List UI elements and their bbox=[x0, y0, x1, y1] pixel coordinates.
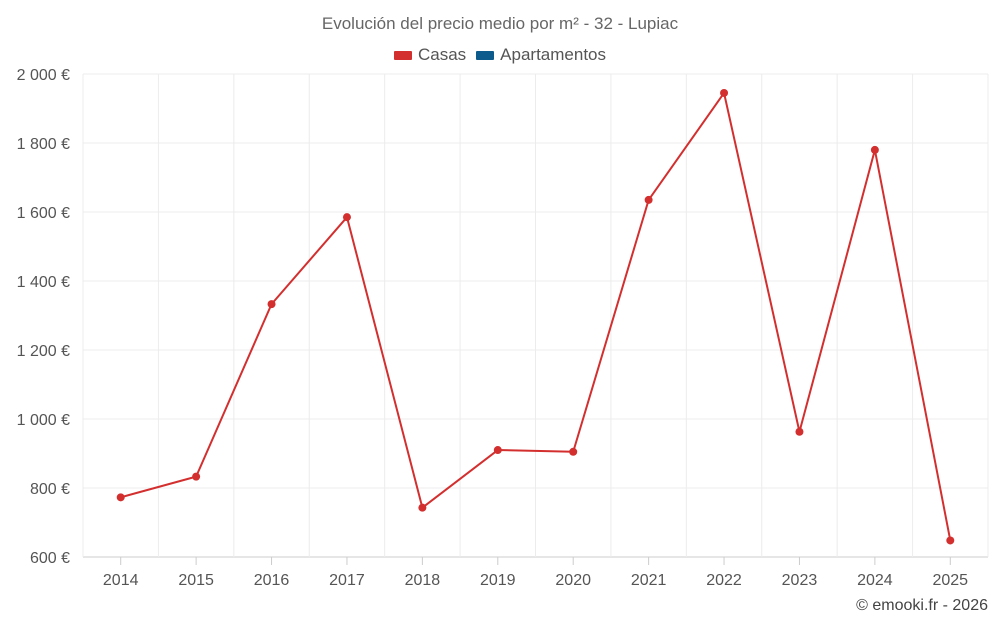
data-point bbox=[795, 427, 804, 436]
x-tick-label: 2019 bbox=[480, 572, 516, 589]
data-point bbox=[267, 300, 276, 309]
data-point bbox=[192, 472, 201, 481]
x-tick-label: 2020 bbox=[555, 572, 591, 589]
chart-legend: Casas Apartamentos bbox=[0, 45, 1000, 65]
data-point bbox=[569, 447, 578, 456]
chart-series bbox=[116, 88, 955, 545]
x-tick-label: 2025 bbox=[932, 572, 968, 589]
data-point bbox=[644, 195, 653, 204]
series-line-casas bbox=[120, 91, 952, 541]
legend-label-apartamentos: Apartamentos bbox=[500, 45, 607, 64]
data-point bbox=[870, 145, 879, 154]
x-tick-label: 2018 bbox=[405, 572, 441, 589]
data-point bbox=[116, 493, 125, 502]
y-tick-label: 1 600 € bbox=[17, 205, 70, 222]
legend-swatch-casas bbox=[393, 50, 412, 60]
data-point bbox=[720, 88, 729, 97]
legend-swatch-apartamentos bbox=[476, 50, 495, 60]
copyright-footer: © emooki.fr - 2026 bbox=[856, 597, 988, 614]
x-tick-label: 2014 bbox=[103, 572, 139, 589]
x-tick-label: 2016 bbox=[254, 572, 290, 589]
y-tick-label: 1 200 € bbox=[17, 343, 70, 360]
data-point bbox=[418, 503, 427, 512]
data-point bbox=[946, 536, 955, 545]
y-tick-label: 2 000 € bbox=[17, 67, 70, 84]
data-point bbox=[493, 446, 502, 455]
legend-item-apartamentos[interactable]: Apartamentos bbox=[476, 45, 606, 65]
x-tick-label: 2015 bbox=[178, 572, 214, 589]
x-tick-label: 2022 bbox=[706, 572, 742, 589]
legend-item-casas[interactable]: Casas bbox=[393, 45, 467, 65]
chart-title: Evolución del precio medio por m² - 32 -… bbox=[321, 14, 679, 33]
x-tick-label: 2024 bbox=[857, 572, 893, 589]
y-tick-label: 1 800 € bbox=[17, 136, 70, 153]
x-tick-label: 2021 bbox=[631, 572, 667, 589]
y-axis: 600 € 800 € 1 000 € 1 200 € 1 400 € 1 600 € 1 … bbox=[17, 67, 70, 567]
y-tick-label: 1 400 € bbox=[17, 274, 70, 291]
x-tick-label: 2017 bbox=[329, 572, 365, 589]
y-tick-label: 1 000 € bbox=[17, 412, 70, 429]
legend-label-casas: Casas bbox=[417, 45, 467, 64]
x-tick-label: 2023 bbox=[782, 572, 818, 589]
chart-grid bbox=[82, 73, 989, 558]
data-point bbox=[342, 213, 351, 222]
x-axis: 2014 2015 2016 2017 2018 2019 2020 2021 2022 2023… bbox=[103, 557, 968, 589]
y-tick-label: 600 € bbox=[30, 550, 70, 567]
y-tick-label: 800 € bbox=[30, 481, 70, 498]
